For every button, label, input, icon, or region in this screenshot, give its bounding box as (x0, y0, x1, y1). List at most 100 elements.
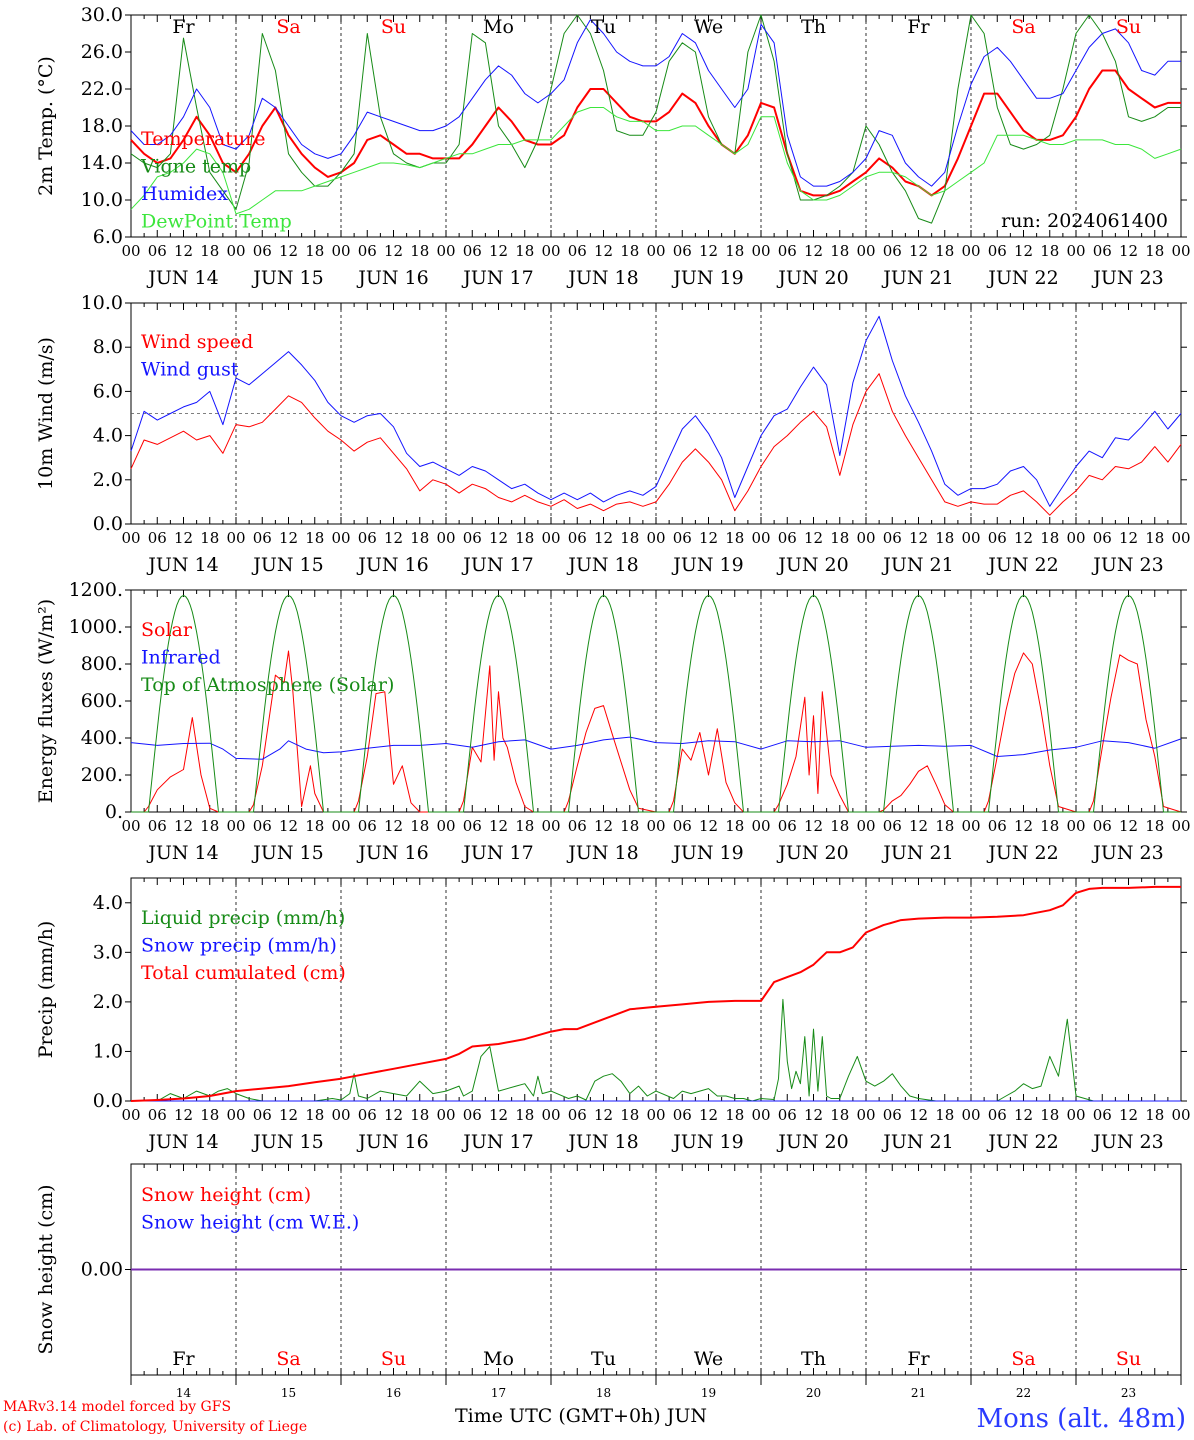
hour-label: 12 (279, 242, 298, 260)
hour-label: 12 (384, 1106, 403, 1124)
weekday-label: Mo (483, 1348, 514, 1370)
hour-label: 00 (121, 242, 140, 260)
legend-entry: Temperature (141, 128, 265, 150)
weekday-label: Sa (276, 1348, 300, 1370)
hour-label: 00 (961, 1106, 980, 1124)
hour-label: 12 (1014, 1106, 1033, 1124)
hour-label: 06 (463, 242, 482, 260)
hour-label: 00 (961, 529, 980, 547)
hour-label: 06 (358, 1106, 377, 1124)
hour-label: 18 (305, 242, 324, 260)
time-axis-title: Time UTC (GMT+0h) (455, 1405, 661, 1427)
hour-label: 18 (200, 817, 219, 835)
hour-label: 00 (226, 529, 245, 547)
hour-label: 12 (1014, 529, 1033, 547)
hour-label: 12 (489, 529, 508, 547)
y-tick-label: 2.0 (93, 469, 123, 491)
hour-label: 12 (1119, 817, 1138, 835)
model-credit: MARv3.14 model forced by GFS (3, 1399, 232, 1415)
y-tick-label: 1200. (69, 579, 123, 601)
date-label: JUN 14 (146, 267, 218, 289)
y-axis-label: Precip (mm/h) (35, 921, 57, 1059)
hour-label: 06 (778, 242, 797, 260)
y-tick-label: 0.00 (81, 1259, 123, 1281)
date-label: JUN 22 (986, 554, 1058, 576)
date-label: JUN 19 (671, 554, 743, 576)
hour-label: 00 (646, 242, 665, 260)
date-label: JUN 23 (1091, 267, 1163, 289)
y-tick-label: 6.0 (93, 226, 123, 248)
date-label: JUN 21 (881, 267, 953, 289)
date-label: JUN 23 (1091, 554, 1163, 576)
hour-label: 12 (174, 817, 193, 835)
hour-label: 18 (515, 529, 534, 547)
series-line-temperature (130, 69, 1181, 197)
legend-entry: Liquid precip (mm/h) (141, 907, 345, 929)
hour-label: 18 (830, 242, 849, 260)
hour-label: 18 (410, 529, 429, 547)
hour-label: 06 (253, 817, 272, 835)
date-label: JUN 17 (461, 267, 533, 289)
hour-label: 06 (148, 242, 167, 260)
hour-label: 12 (699, 242, 718, 260)
hour-label: 12 (279, 817, 298, 835)
date-label: JUN 16 (356, 1131, 428, 1153)
hour-label: 18 (305, 817, 324, 835)
day-number-label: 14 (176, 1386, 192, 1400)
hour-label: 06 (988, 242, 1007, 260)
hour-label: 00 (1066, 1106, 1085, 1124)
legend-entry: Infrared (141, 647, 221, 669)
hour-label: 00 (1171, 817, 1190, 835)
hour-label: 18 (725, 817, 744, 835)
hour-label: 00 (436, 529, 455, 547)
hour-label: 18 (620, 529, 639, 547)
hour-label: 00 (541, 817, 560, 835)
hour-label: 06 (568, 1106, 587, 1124)
hour-label: 06 (253, 242, 272, 260)
hour-label: 18 (305, 1106, 324, 1124)
hour-label: 06 (673, 529, 692, 547)
date-label: JUN 18 (566, 267, 638, 289)
hour-label: 12 (489, 242, 508, 260)
y-tick-label: 0.0 (93, 513, 123, 535)
hour-label: 06 (463, 817, 482, 835)
hour-label: 06 (568, 817, 587, 835)
hour-label: 00 (226, 1106, 245, 1124)
day-number-label: 15 (281, 1386, 296, 1400)
day-number-label: 17 (491, 1386, 506, 1400)
hour-label: 00 (436, 817, 455, 835)
hour-label: 06 (883, 242, 902, 260)
date-label: JUN 20 (776, 1131, 848, 1153)
date-label: JUN 18 (566, 842, 638, 864)
hour-label: 12 (174, 1106, 193, 1124)
weekday-label: Th (801, 1348, 826, 1370)
hour-label: 06 (1093, 817, 1112, 835)
hour-label: 00 (331, 1106, 350, 1124)
hour-label: 00 (226, 817, 245, 835)
hour-label: 12 (804, 529, 823, 547)
hour-label: 06 (148, 1106, 167, 1124)
hour-label: 00 (541, 529, 560, 547)
date-label: JUN 16 (356, 554, 428, 576)
weekday-label: Fr (907, 16, 930, 38)
hour-label: 06 (778, 817, 797, 835)
y-tick-label: 14.0 (81, 152, 123, 174)
series-line-top-of-atmosphere-solar- (131, 595, 1181, 813)
hour-label: 18 (200, 1106, 219, 1124)
hour-label: 18 (620, 1106, 639, 1124)
series-line-wind-speed (130, 373, 1182, 516)
date-label: JUN 22 (986, 842, 1058, 864)
weekday-label: Fr (172, 1348, 195, 1370)
hour-label: 06 (358, 242, 377, 260)
date-label: JUN 20 (776, 554, 848, 576)
hour-label: 00 (646, 1106, 665, 1124)
hour-label: 18 (1040, 529, 1059, 547)
hour-label: 12 (384, 242, 403, 260)
legend-entry: Snow precip (mm/h) (141, 935, 337, 957)
hour-label: 00 (436, 242, 455, 260)
hour-label: 18 (200, 242, 219, 260)
date-label: JUN 20 (776, 842, 848, 864)
panel-snow: 0.00 Snow height (cm) Snow height (cm) Snow… (35, 1163, 1187, 1400)
date-label: JUN 17 (461, 1131, 533, 1153)
hour-label: 18 (935, 529, 954, 547)
